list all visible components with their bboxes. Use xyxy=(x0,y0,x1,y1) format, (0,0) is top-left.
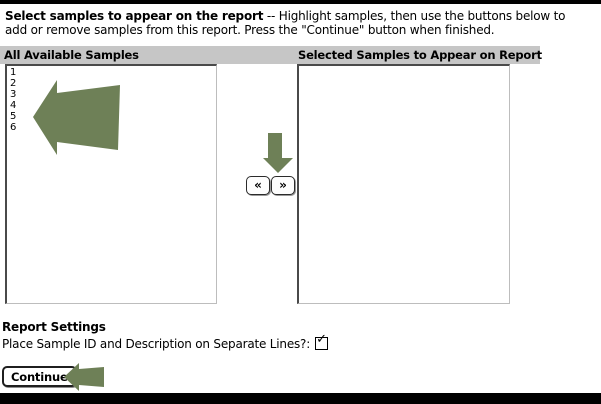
list-item[interactable]: 6 xyxy=(10,122,17,133)
list-item[interactable]: 4 xyxy=(10,100,17,111)
list-item[interactable]: 3 xyxy=(10,89,17,100)
page-instructions: Select samples to appear on the report -… xyxy=(5,9,566,37)
top-frame-bar xyxy=(0,0,601,4)
separate-lines-row: Place Sample ID and Description on Separ… xyxy=(2,333,329,351)
report-settings-heading: Report Settings xyxy=(2,320,106,334)
selected-samples-listbox[interactable] xyxy=(297,64,510,304)
list-item[interactable]: 5 xyxy=(10,111,17,122)
page-title: Select samples to appear on the report xyxy=(5,9,264,23)
instructions-line-2: add or remove samples from this report. … xyxy=(5,23,495,37)
remove-samples-button[interactable]: « xyxy=(246,176,270,195)
available-samples-header: All Available Samples xyxy=(4,48,139,62)
continue-button[interactable]: Continue xyxy=(2,366,77,387)
available-samples-listbox[interactable]: 1 2 3 4 5 6 xyxy=(5,64,217,304)
add-samples-button[interactable]: » xyxy=(271,176,295,195)
separate-lines-checkbox[interactable]: ✓ xyxy=(315,333,329,350)
list-item[interactable]: 1 xyxy=(10,67,17,78)
checkmark-icon: ✓ xyxy=(316,332,327,347)
list-headers-bar: All Available Samples Selected Samples t… xyxy=(0,46,542,64)
instructions-line-1: Select samples to appear on the report -… xyxy=(5,9,566,23)
down-arrow-icon xyxy=(263,133,293,173)
separate-lines-label: Place Sample ID and Description on Separ… xyxy=(2,337,311,351)
selected-samples-header: Selected Samples to Appear on Report xyxy=(298,48,542,62)
list-item[interactable]: 2 xyxy=(10,78,17,89)
bottom-frame-bar xyxy=(0,393,601,404)
